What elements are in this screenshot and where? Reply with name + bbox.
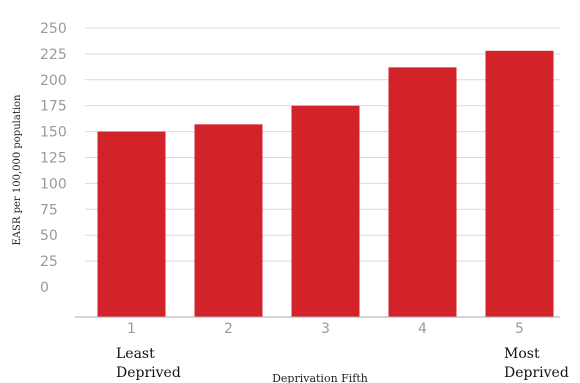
bar-2 [194, 124, 263, 318]
most-deprived-line1: Most [504, 346, 540, 362]
y-tick-label: 250 [40, 21, 67, 37]
bar-4 [388, 67, 457, 317]
x-tick-label: 3 [321, 321, 330, 337]
y-tick-label: 50 [40, 228, 58, 244]
x-axis-ticks: 1 2 3 4 5 [127, 321, 524, 337]
least-deprived-line2: Deprived [116, 365, 181, 381]
y-tick-label: 0 [40, 280, 49, 296]
y-tick-label: 150 [40, 125, 67, 141]
y-axis-label: EASR per 100,000 population [12, 94, 23, 246]
x-tick-label: 4 [418, 321, 427, 337]
y-tick-label: 175 [40, 99, 67, 115]
bar-5 [485, 50, 554, 318]
y-tick-label: 125 [40, 151, 67, 167]
y-tick-label: 225 [40, 47, 67, 63]
least-deprived-line1: Least [116, 346, 155, 362]
bar-3 [291, 105, 360, 317]
y-tick-label: 200 [40, 73, 67, 89]
x-tick-label: 5 [515, 321, 524, 337]
x-axis-label: Deprivation Fifth [272, 372, 368, 383]
y-tick-label: 75 [40, 202, 58, 218]
y-axis-ticks: 0 25 50 75 100 125 150 175 200 225 250 [40, 21, 67, 296]
y-tick-label: 25 [40, 254, 58, 270]
x-tick-label: 2 [224, 321, 233, 337]
y-tick-label: 100 [40, 176, 67, 192]
bars [97, 50, 554, 318]
most-deprived-line2: Deprived [504, 365, 569, 381]
x-tick-label: 1 [127, 321, 136, 337]
bar-1 [97, 131, 166, 317]
